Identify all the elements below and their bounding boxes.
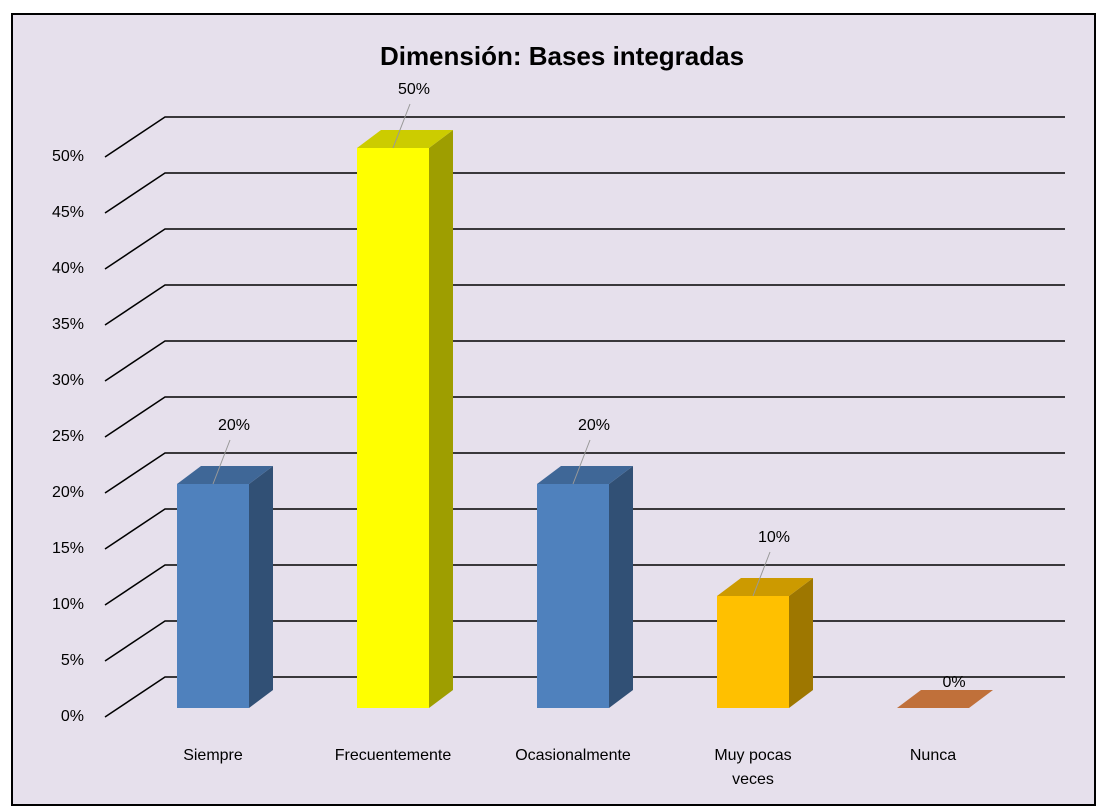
data-label: 50% — [398, 81, 430, 98]
y-tick-label: 10% — [52, 596, 84, 613]
leader-line — [392, 103, 411, 149]
data-label: 20% — [578, 417, 610, 434]
y-tick-label: 45% — [52, 204, 84, 221]
bar-top — [897, 690, 993, 708]
bar-top — [177, 466, 273, 484]
x-tick-label: Muy pocas veces — [697, 744, 809, 792]
x-tick-label: Frecuentemente — [334, 744, 452, 768]
x-tick-text: Muy pocas veces — [714, 747, 792, 788]
bar-top — [717, 578, 813, 596]
bar-side — [429, 130, 453, 708]
y-tick-label: 40% — [52, 260, 84, 277]
x-tick-label: Nunca — [877, 744, 989, 768]
bar-front — [537, 484, 609, 708]
bar-front — [717, 596, 789, 708]
y-tick-label: 30% — [52, 372, 84, 389]
grid-line — [104, 116, 1065, 158]
x-tick-label: Siempre — [157, 744, 269, 768]
x-tick-label: Ocasionalmente — [515, 744, 631, 768]
grid-line — [104, 284, 1065, 326]
leader-line — [572, 439, 591, 485]
x-tick-text: Frecuentemente — [334, 747, 452, 764]
x-tick-text: Nunca — [909, 747, 957, 764]
bar-top — [537, 466, 633, 484]
chart-title: Dimensión: Bases integradas — [380, 41, 744, 71]
bar-side — [249, 466, 273, 708]
bar-front — [357, 148, 429, 708]
leader-line — [212, 439, 231, 485]
y-tick-label: 20% — [52, 484, 84, 501]
grid-line — [104, 340, 1065, 382]
bar-front — [177, 484, 249, 708]
bar — [897, 690, 993, 708]
leader-line — [752, 551, 771, 597]
bar — [717, 578, 813, 708]
y-tick-label: 25% — [52, 428, 84, 445]
bar-top — [357, 130, 453, 148]
y-tick-label: 0% — [61, 708, 84, 725]
x-tick-text: Siempre — [183, 747, 243, 764]
bar — [537, 466, 633, 708]
data-label: 20% — [218, 417, 250, 434]
y-tick-label: 5% — [61, 652, 84, 669]
grid-line — [104, 508, 1065, 550]
grid-line — [104, 452, 1065, 494]
bar — [177, 466, 273, 708]
y-tick-label: 35% — [52, 316, 84, 333]
bar — [357, 130, 453, 708]
data-label: 10% — [758, 529, 790, 546]
grid-line — [104, 396, 1065, 438]
grid-line — [104, 172, 1065, 214]
y-tick-label: 50% — [52, 148, 84, 165]
bar-side — [609, 466, 633, 708]
data-label: 0% — [942, 674, 965, 691]
bar-side — [789, 578, 813, 708]
y-tick-label: 15% — [52, 540, 84, 557]
x-tick-text: Ocasionalmente — [515, 747, 631, 764]
grid-line — [104, 228, 1065, 270]
